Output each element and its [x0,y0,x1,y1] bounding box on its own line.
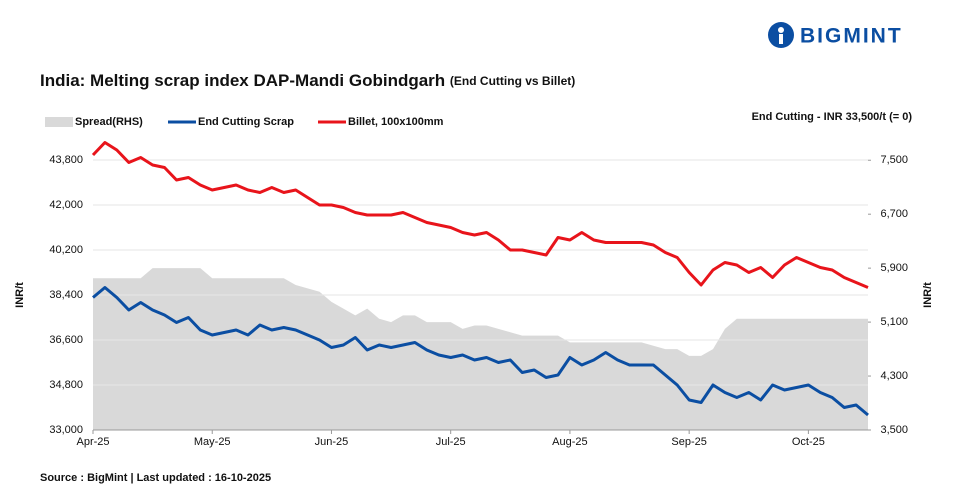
spread-area [93,268,868,430]
y2-tick-label: 7,500 [880,154,908,166]
x-tick-label: Jun-25 [315,436,349,448]
note: End Cutting - INR 33,500/t (= 0) [752,111,913,123]
x-tick-label: Apr-25 [76,436,109,448]
logo-icon-bar [779,34,783,44]
chart-title: India: Melting scrap index DAP-Mandi Gob… [40,71,575,90]
x-tick-label: Jul-25 [436,436,466,448]
y2-tick-label: 5,100 [880,316,908,328]
source: Source : BigMint | Last updated : 16-10-… [40,472,271,484]
y2-tick-label: 6,700 [880,208,908,220]
legend-label: Spread(RHS) [75,116,143,128]
y2-tick-label: 4,300 [880,370,908,382]
series-line [91,141,869,289]
x-tick-label: Oct-25 [792,436,825,448]
logo: BIGMINT [768,22,903,48]
x-tick-label: Aug-25 [552,436,587,448]
series-line [92,286,869,417]
logo-icon-dot [778,27,784,33]
y-tick-label: 36,600 [49,334,83,346]
y-tick-label: 40,200 [49,244,83,256]
title-text: India: Melting scrap index DAP-Mandi Gob… [40,71,445,90]
brand: BIGMINT [800,25,903,48]
y-tick-label: 38,400 [49,289,83,301]
legend-label: End Cutting Scrap [198,116,294,128]
y2-tick-label: 5,900 [880,262,908,274]
y-tick-label: 34,800 [49,379,83,391]
subtitle: (End Cutting vs Billet) [450,74,575,88]
legend: Spread(RHS) End Cutting Scrap Billet, 100x… [45,116,444,128]
legend-label: Billet, 100x100mm [348,116,444,128]
y-tick-label: 33,000 [49,424,83,436]
y-axis-label: INR/t [14,282,26,308]
y2-tick-label: 3,500 [880,424,908,436]
x-tick-label: Sep-25 [671,436,706,448]
y-tick-label: 42,000 [49,199,83,211]
y-tick-label: 43,800 [49,154,83,166]
x-tick-label: May-25 [194,436,231,448]
legend-swatch [45,117,73,127]
y2-axis-label: INR/t [922,282,934,308]
